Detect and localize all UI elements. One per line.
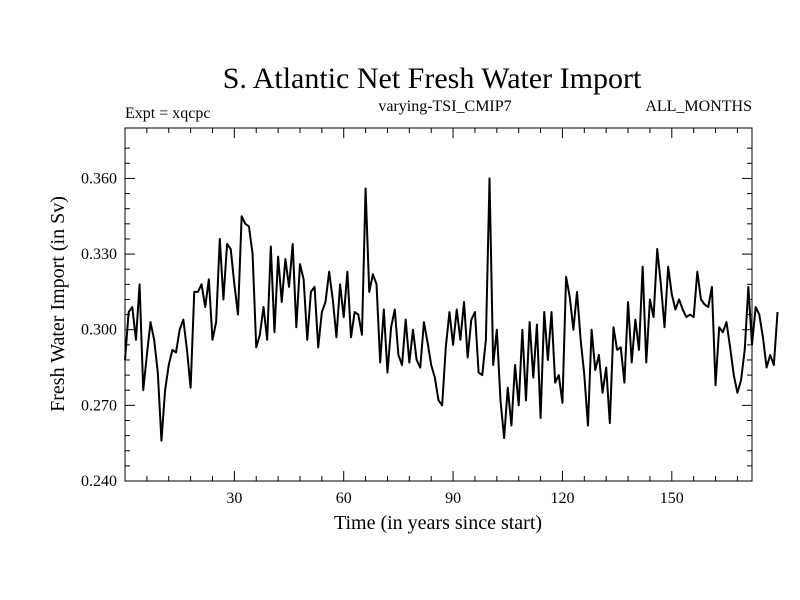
plot-frame: [124, 127, 753, 482]
x-tick-label: 90: [445, 490, 461, 507]
y-tick-label: 0.330: [81, 246, 117, 263]
y-axis-label: Fresh Water Import (in Sv): [47, 196, 69, 412]
x-axis-label: Time (in years since start): [334, 512, 542, 534]
x-tick-label: 60: [336, 490, 352, 507]
y-tick-label: 0.360: [81, 170, 117, 187]
y-tick-label: 0.300: [81, 322, 117, 339]
run-label: varying-TSI_CMIP7: [378, 98, 511, 115]
y-tick-label: 0.270: [81, 397, 117, 414]
y-tick-label: 0.240: [81, 473, 117, 490]
axis-tick-labels: 30 60 90 120 150 0.240 0.270 0.300 0.330 0.360: [81, 170, 684, 507]
x-tick-label: 150: [660, 490, 684, 507]
series-line: [124, 177, 779, 442]
chart-title: S. Atlantic Net Fresh Water Import: [223, 62, 642, 95]
x-tick-label: 30: [226, 490, 242, 507]
months-label: ALL_MONTHS: [645, 98, 752, 115]
experiment-label: Expt = xqcpc: [125, 105, 210, 122]
x-tick-label: 120: [550, 490, 574, 507]
axis-ticks: [125, 128, 752, 482]
